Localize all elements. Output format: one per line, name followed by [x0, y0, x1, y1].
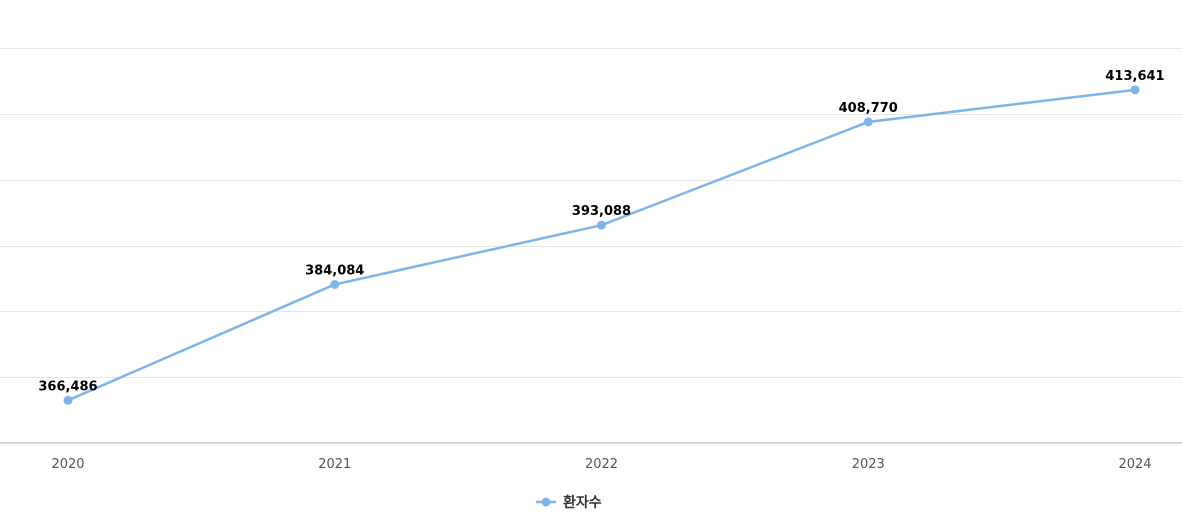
- x-tick-label: 2023: [852, 457, 885, 472]
- legend[interactable]: 환자수: [536, 494, 602, 511]
- legend-marker: [541, 497, 551, 507]
- data-point[interactable]: [330, 279, 340, 289]
- x-tick-label: 2022: [585, 457, 618, 472]
- data-label: 393,088: [572, 204, 631, 219]
- data-point[interactable]: [1130, 85, 1140, 95]
- gridlines: [0, 48, 1182, 378]
- data-label: 413,641: [1105, 69, 1164, 84]
- x-tick-label: 2020: [51, 457, 84, 472]
- data-point[interactable]: [63, 395, 73, 405]
- series-line: [67, 88, 1136, 402]
- legend-label[interactable]: 환자수: [563, 494, 602, 511]
- data-point[interactable]: [597, 220, 606, 230]
- data-label: 408,770: [839, 101, 898, 116]
- x-tick-label: 2024: [1118, 457, 1151, 472]
- data-point[interactable]: [863, 117, 873, 127]
- x-tick-label: 2021: [318, 457, 351, 472]
- x-axis-tick-labels: 2020 2021 2022 2023 2024: [51, 457, 1151, 472]
- series-group: 366,486 384,084 393,088 408,770 413,641: [38, 69, 1165, 405]
- data-label: 366,486: [38, 379, 97, 394]
- data-label: 384,084: [305, 263, 364, 278]
